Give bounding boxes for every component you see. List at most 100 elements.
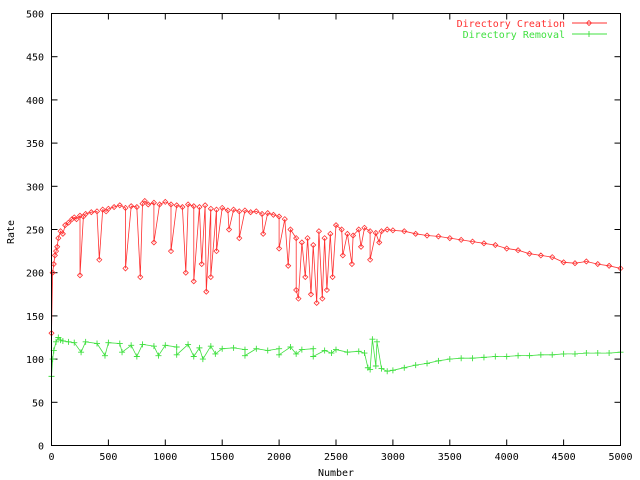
- data-point: [515, 247, 522, 254]
- data-point: [190, 353, 197, 360]
- data-point: [241, 346, 248, 353]
- data-point: [327, 230, 334, 237]
- x-tick-label: 0: [48, 452, 54, 463]
- x-tick-label: 2000: [267, 452, 291, 463]
- data-point: [480, 240, 488, 247]
- data-point: [549, 351, 556, 358]
- data-point: [339, 252, 346, 259]
- data-point: [412, 230, 419, 237]
- data-point: [207, 273, 214, 281]
- data-point: [307, 291, 315, 298]
- data-point: [236, 208, 243, 215]
- data-point: [190, 203, 197, 210]
- data-point: [49, 356, 56, 363]
- data-point: [150, 343, 157, 350]
- x-tick-label: 5000: [608, 452, 632, 463]
- data-point: [446, 356, 453, 363]
- data-point: [378, 228, 385, 235]
- data-point: [323, 286, 330, 294]
- data-point: [52, 248, 60, 255]
- data-point: [348, 260, 355, 268]
- data-point: [469, 238, 476, 245]
- data-point: [293, 235, 300, 242]
- data-point: [276, 213, 283, 220]
- data-point: [295, 295, 302, 302]
- data-point: [372, 363, 379, 370]
- data-point: [173, 202, 180, 209]
- data-point: [253, 208, 260, 215]
- data-point: [162, 198, 169, 205]
- data-point: [128, 203, 135, 210]
- data-point: [207, 343, 214, 350]
- data-point: [310, 345, 317, 352]
- data-point: [173, 344, 180, 351]
- data-point: [458, 236, 465, 243]
- data-point: [583, 350, 590, 357]
- x-tick-label: 1000: [153, 452, 177, 463]
- data-point: [313, 299, 320, 307]
- data-point: [71, 339, 78, 346]
- x-tick-label: 4500: [552, 452, 576, 463]
- data-point: [372, 229, 379, 237]
- data-point: [492, 241, 499, 249]
- plot-area: [48, 197, 624, 380]
- data-point: [355, 226, 362, 233]
- y-tick-label: 150: [26, 312, 44, 323]
- y-tick-label: 200: [26, 269, 44, 280]
- data-point: [173, 351, 180, 358]
- data-point: [182, 269, 189, 276]
- data-point: [116, 202, 123, 209]
- data-point: [162, 342, 169, 349]
- axis-ticks: 0 500 1000 1500 2000 2500 3000 3500 4000 4500 5000…: [26, 10, 633, 464]
- data-point: [378, 365, 385, 372]
- x-tick-label: 4000: [495, 452, 519, 463]
- data-point: [350, 232, 357, 239]
- data-point: [73, 216, 80, 223]
- data-point: [133, 353, 140, 360]
- data-point: [150, 239, 157, 246]
- data-point: [199, 356, 206, 363]
- data-point: [156, 201, 163, 208]
- x-tick-label: 3000: [381, 452, 405, 463]
- data-point: [119, 349, 126, 356]
- data-point: [304, 235, 311, 242]
- data-point: [258, 210, 266, 218]
- y-tick-label: 400: [26, 96, 44, 107]
- data-point: [298, 346, 305, 353]
- data-point: [247, 209, 254, 216]
- x-tick-label: 3500: [438, 452, 462, 463]
- data-point: [367, 256, 374, 263]
- data-point: [389, 227, 396, 234]
- x-tick-label: 500: [99, 452, 117, 463]
- data-point: [62, 222, 69, 229]
- data-point: [293, 286, 300, 294]
- data-point: [355, 348, 362, 355]
- series-2: [48, 334, 624, 380]
- data-point: [99, 206, 106, 213]
- y-tick-label: 0: [38, 442, 44, 453]
- y-tick-label: 500: [26, 10, 44, 21]
- y-tick-label: 100: [26, 355, 44, 366]
- data-point: [298, 239, 305, 246]
- data-point: [82, 210, 89, 218]
- data-point: [537, 351, 544, 358]
- data-point: [537, 252, 544, 259]
- data-point: [179, 203, 186, 211]
- data-point: [338, 226, 345, 233]
- y-tick-label: 50: [32, 398, 44, 409]
- data-point: [198, 260, 205, 268]
- data-point: [367, 366, 374, 373]
- data-point: [141, 197, 148, 205]
- data-point: [571, 350, 578, 357]
- data-point: [458, 355, 465, 362]
- data-point: [55, 235, 62, 242]
- data-point: [560, 259, 567, 266]
- data-point: [503, 245, 510, 252]
- data-point: [219, 345, 226, 352]
- data-point: [446, 235, 453, 242]
- data-point: [264, 347, 271, 354]
- data-point: [196, 203, 203, 211]
- data-point: [357, 243, 365, 250]
- data-point: [401, 364, 408, 371]
- data-point: [133, 203, 140, 211]
